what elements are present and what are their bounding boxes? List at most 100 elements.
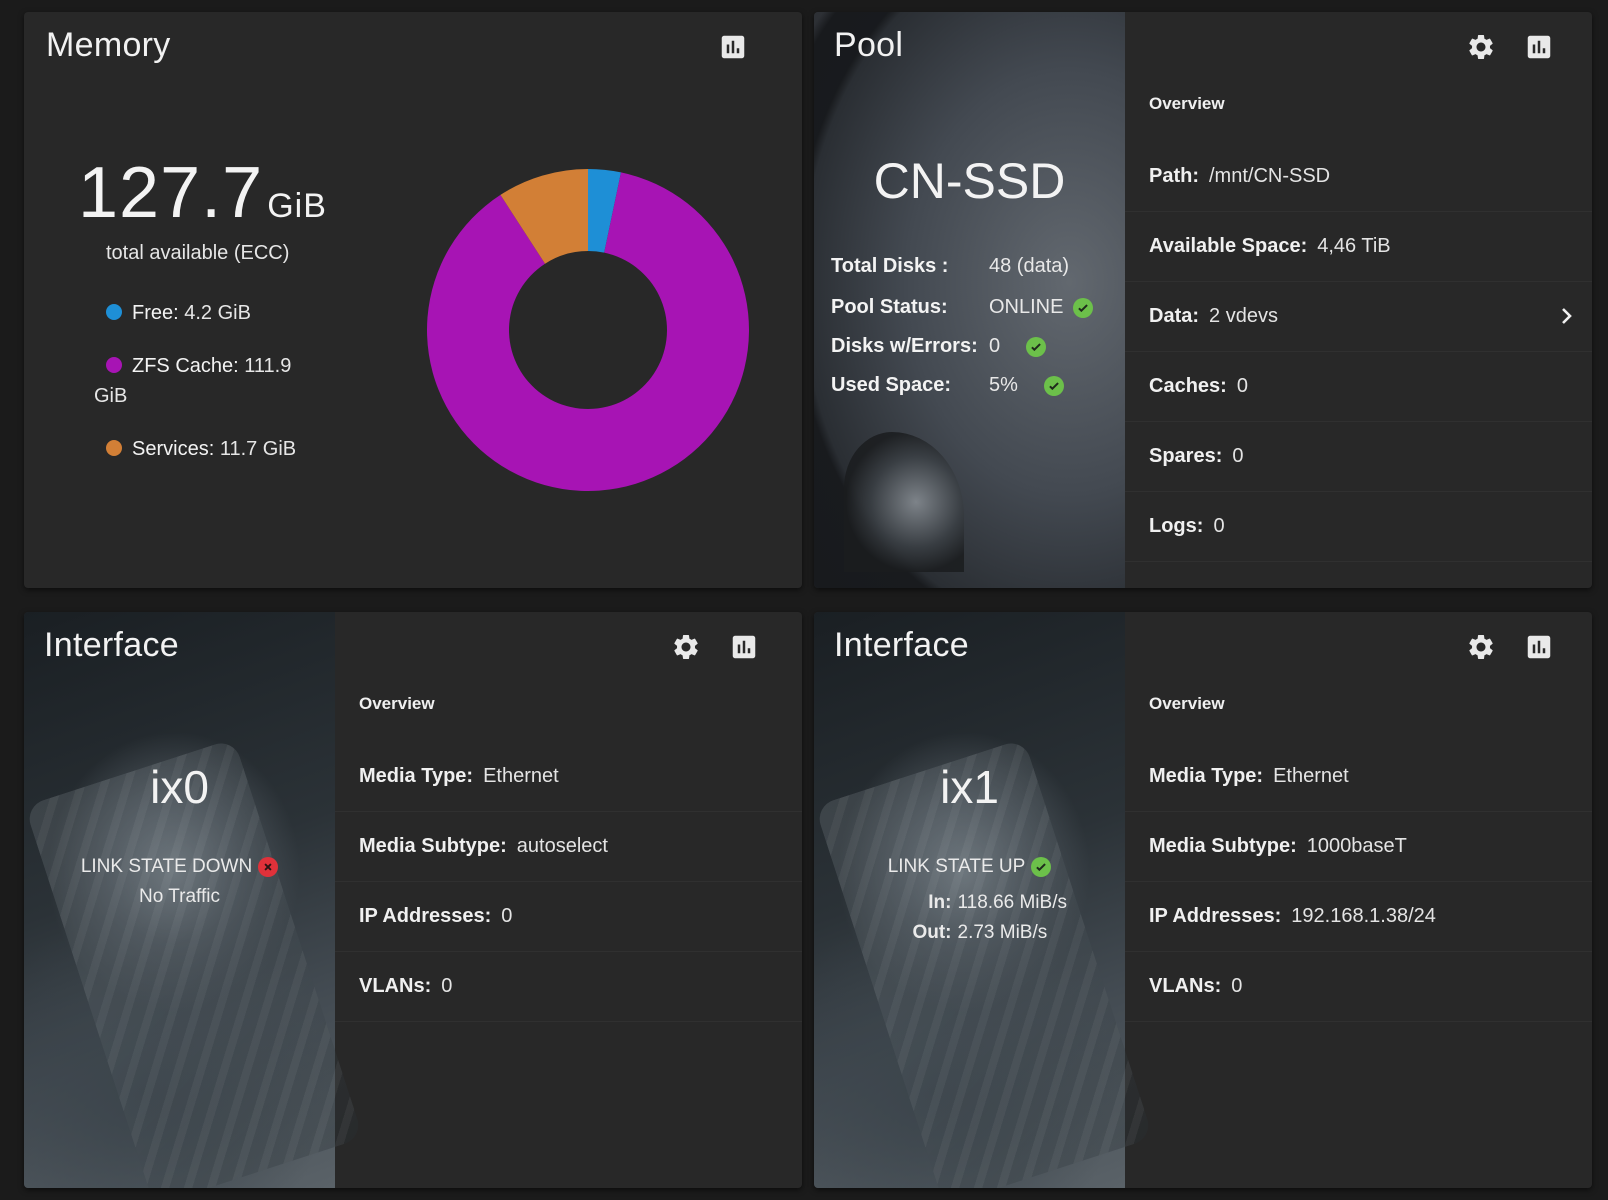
detail-label: Media Type: [1149,765,1264,787]
pool-stat-value: 0 [989,335,1001,357]
interface-ethernet-image [24,612,364,1188]
detail-label: Data: [1149,305,1200,327]
error-circle-icon [258,857,279,877]
bar-chart-icon [1527,635,1551,659]
detail-value: 1000baseT [1306,835,1407,857]
interface-detail-vlans: VLANs: 0 [1125,952,1592,1022]
pool-stat-label: Total Disks : [831,255,949,277]
traffic-in: In: 118.66 MiB/s [814,892,1125,914]
pool-stat-total-disks: Total Disks : 48 (data) [831,255,1069,278]
donut-slice-zfs-cache[interactable] [427,172,749,492]
interface-overview-heading: Overview [359,694,435,713]
pool-stat-used-space: Used Space: 5% [831,374,1064,397]
interface-settings-button[interactable] [669,630,703,664]
legend-free: Free: 4.2 GiB [94,298,324,328]
donut-slice-services[interactable] [500,169,588,264]
pool-stat-label: Disks w/Errors: [831,335,978,357]
check-circle-icon [1026,336,1047,357]
detail-label: Spares: [1149,445,1223,467]
legend-services: Services: 11.7 GiB [94,434,324,464]
interface-card-ix1: Interface ix1 LINK STATE UP In: 118.66 M… [814,612,1592,1188]
detail-label: VLANs: [359,975,432,997]
detail-value: 0 [1232,445,1244,467]
interface-detail-panel: Overview Media Type: Ethernet Media Subty… [335,612,802,1188]
detail-value: 4,46 TiB [1317,235,1391,257]
interface-detail-media-subtype: Media Subtype: autoselect [335,812,802,882]
pool-stat-label: Pool Status: [831,296,948,318]
detail-value: 0 [1213,515,1225,537]
detail-label: Media Subtype: [359,835,507,857]
traffic-text: No Traffic [139,886,220,907]
legend-services-swatch [106,440,122,456]
bar-chart-icon [1527,35,1551,59]
traffic-in-label: In: [928,892,952,913]
pool-settings-button[interactable] [1464,30,1498,64]
chevron-right-icon [1562,308,1572,324]
pool-detail-logs: Logs: 0 [1125,492,1592,562]
memory-total: 127.7 GiB [78,152,327,234]
detail-value: 0 [1236,375,1248,397]
detail-label: Available Space: [1149,235,1308,257]
memory-total-label: total available (ECC) [106,242,290,264]
memory-reports-button[interactable] [716,30,750,64]
interface-detail-media-type: Media Type: Ethernet [335,742,802,812]
pool-stat-status: Pool Status: ONLINE [831,296,1094,319]
link-state: LINK STATE UP [814,856,1125,878]
interface-title: Interface [44,626,179,664]
link-state-text: LINK STATE UP [887,856,1026,877]
interface-reports-button[interactable] [727,630,761,664]
interface-detail-panel: Overview Media Type: Ethernet Media Subty… [1125,612,1592,1188]
gear-icon [1469,34,1493,59]
memory-total-value: 127.7 [78,153,264,233]
pool-detail-caches: Caches: 0 [1125,352,1592,422]
legend-zfs-cache-swatch [106,357,122,373]
pool-stat-status-wrap: ONLINE [989,296,1094,319]
memory-donut-chart [427,169,749,492]
interface-settings-button[interactable] [1464,630,1498,664]
detail-value: /mnt/CN-SSD [1209,165,1331,187]
pool-stat-value: 48 (data) [989,255,1070,277]
interface-detail-ip-addresses: IP Addresses: 192.168.1.38/24 [1125,882,1592,952]
detail-value: 2 vdevs [1209,305,1278,327]
detail-value: 0 [441,975,453,997]
detail-value: Ethernet [1273,765,1349,787]
link-state-text: LINK STATE DOWN [80,856,253,877]
detail-label: IP Addresses: [359,905,492,927]
gear-icon [1469,635,1493,659]
legend-services-value: 11.7 GiB [219,438,297,460]
pool-reports-button[interactable] [1522,30,1556,64]
legend-free-swatch [106,304,122,320]
pool-card: Pool CN-SSD Total Disks : 48 (data) Pool… [814,12,1592,588]
detail-label: Logs: [1149,515,1204,537]
detail-value: 192.168.1.38/24 [1291,905,1436,927]
traffic-in-value: 118.66 MiB/s [957,892,1067,913]
detail-label: VLANs: [1149,975,1222,997]
interface-overview-heading: Overview [1149,694,1225,713]
link-state: LINK STATE DOWN [24,856,335,878]
pool-detail-data-vdevs[interactable]: Data: 2 vdevs [1125,282,1592,352]
detail-value: 0 [1231,975,1243,997]
detail-value: Ethernet [483,765,559,787]
check-circle-icon [1073,297,1094,318]
pool-detail-panel: Overview Path: /mnt/CN-SSD Available Spac… [1125,12,1592,588]
detail-label: IP Addresses: [1149,905,1282,927]
pool-stat-used-wrap: 5% [989,374,1064,397]
interface-card-ix0: Interface ix0 LINK STATE DOWN No Traffic… [24,612,802,1188]
interface-reports-button[interactable] [1522,630,1556,664]
legend-zfs-cache: ZFS Cache: 111.9 GiB [94,351,324,411]
interface-title: Interface [834,626,969,664]
traffic-out-label: Out: [912,922,952,943]
donut-slice-free[interactable] [588,169,622,253]
legend-services-label: Services: [132,438,215,460]
interface-name: ix0 [150,761,209,813]
legend-zfs-cache-value: 111.9 GiB [94,355,292,407]
pool-detail-path: Path: /mnt/CN-SSD [1125,142,1592,212]
detail-label: Media Subtype: [1149,835,1297,857]
pool-name: CN-SSD [873,153,1066,209]
memory-title: Memory [46,26,171,64]
bar-chart-icon [732,635,756,659]
detail-value: 0 [501,905,513,927]
detail-label: Path: [1149,165,1199,187]
pool-title: Pool [834,26,904,64]
interface-detail-vlans: VLANs: 0 [335,952,802,1022]
